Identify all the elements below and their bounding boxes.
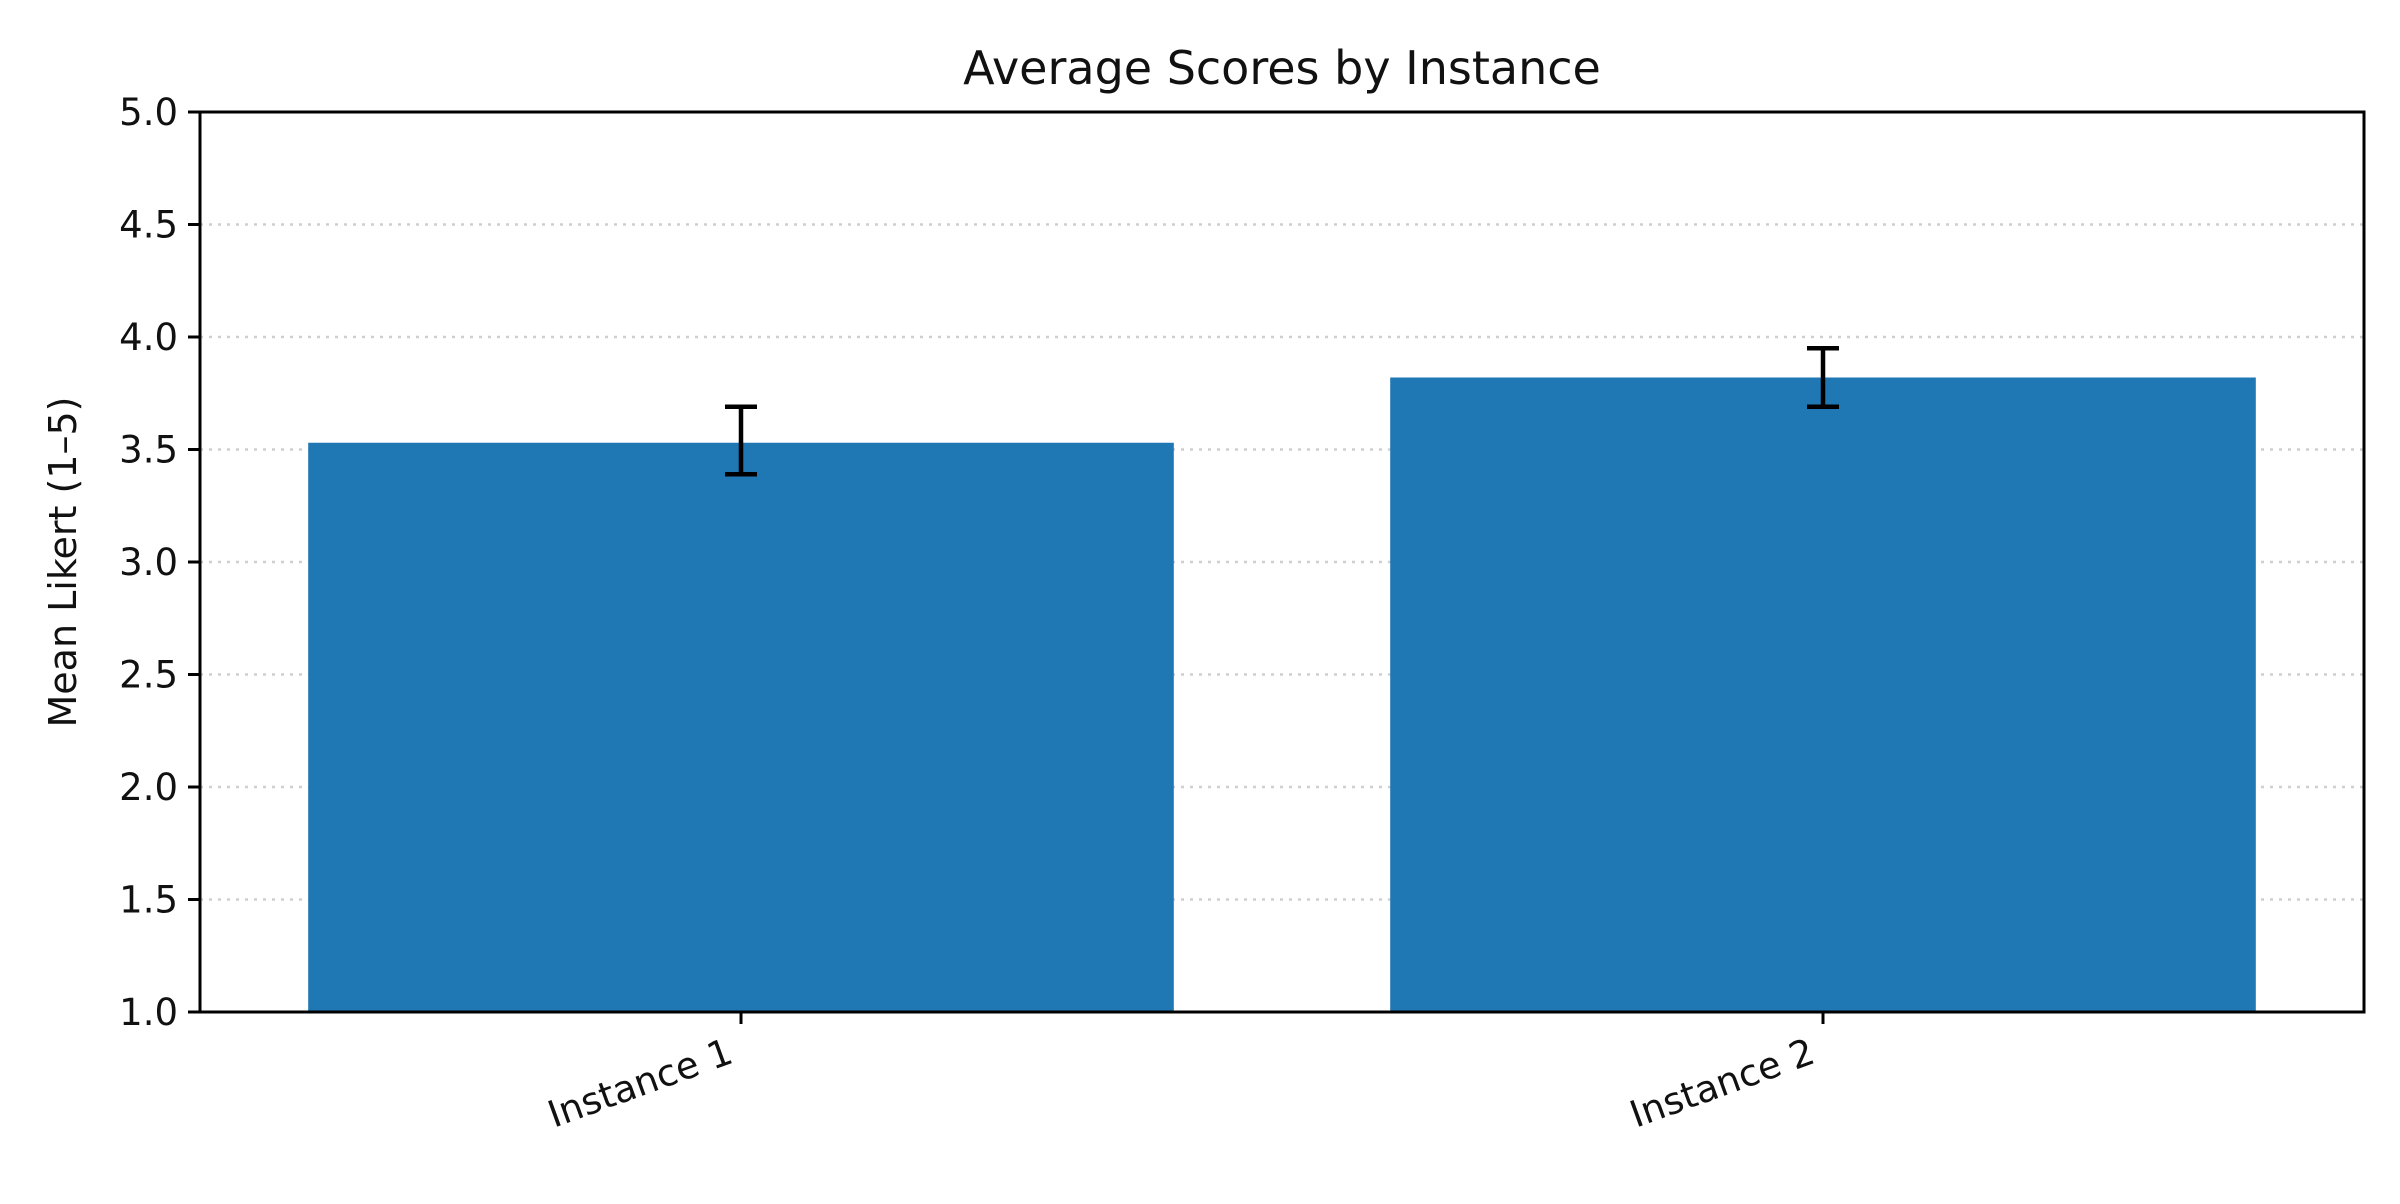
x-tick-label: Instance 2 <box>1624 1030 1820 1136</box>
error-bar-layer <box>725 346 1839 477</box>
x-tick-label: Instance 1 <box>542 1030 738 1136</box>
y-tick-label: 4.0 <box>119 316 178 359</box>
y-tick-label: 5.0 <box>119 91 178 134</box>
y-tick-label: 3.0 <box>119 541 178 584</box>
error-bar <box>1807 346 1839 409</box>
bar-layer <box>308 377 2256 1012</box>
y-tick-label: 1.0 <box>119 991 178 1034</box>
y-tick-label: 1.5 <box>119 879 178 922</box>
bar <box>1390 377 2256 1012</box>
x-tick-layer: Instance 1 Instance 2 <box>542 1012 1825 1136</box>
y-tick-label: 3.5 <box>119 429 178 472</box>
y-axis-label: Mean Likert (1–5) <box>41 397 85 728</box>
chart-title: Average Scores by Instance <box>963 41 1601 95</box>
y-tick-layer: 1.0 1.5 2.0 2.5 3.0 3.5 4.0 4.5 5.0 <box>119 91 200 1034</box>
y-tick-label: 2.5 <box>119 654 178 697</box>
bar <box>308 442 1174 1012</box>
y-tick-label: 4.5 <box>119 204 178 247</box>
y-tick-label: 2.0 <box>119 766 178 809</box>
error-bar <box>725 404 757 477</box>
